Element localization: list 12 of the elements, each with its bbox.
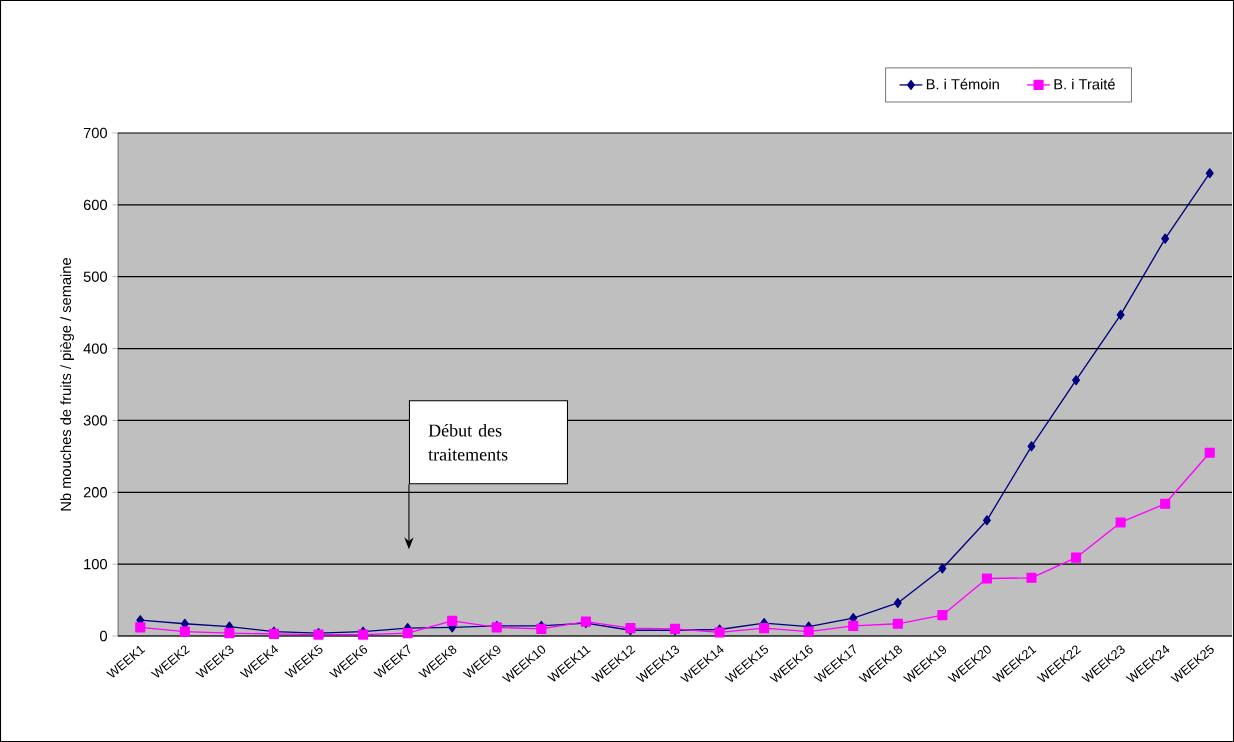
- y-tick-label: 400: [83, 343, 108, 354]
- y-tick-label: 600: [83, 199, 108, 211]
- y-tick-label: 0: [100, 630, 108, 642]
- y-tick-label: 500: [83, 271, 108, 282]
- annotation: Début des traitements: [428, 423, 508, 461]
- legend-label: B. i Traité: [1054, 78, 1115, 90]
- y-tick-label: 300: [83, 415, 108, 426]
- legend-label: B. i Témoin: [926, 78, 999, 90]
- y-tick-label: 700: [83, 127, 108, 139]
- y-tick-label: 200: [83, 487, 108, 498]
- y-axis-title: Nb mouches de fruits / piège / semaine: [60, 258, 74, 511]
- y-tick-label: 100: [84, 558, 108, 570]
